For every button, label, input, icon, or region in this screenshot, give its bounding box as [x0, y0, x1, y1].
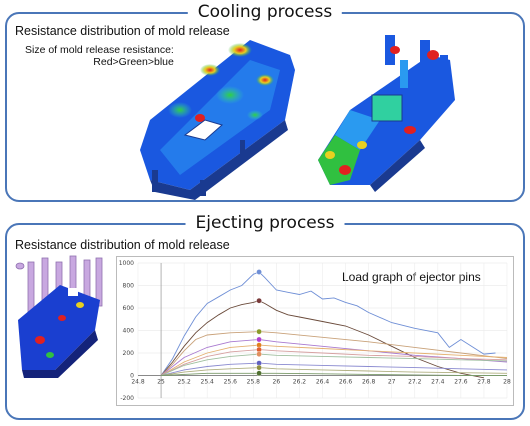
resistance-note: Size of mold release resistance: Red>Gre… [25, 44, 174, 68]
cooling-panel: Cooling process Resistance distribution … [5, 2, 525, 202]
cooling-subtitle: Resistance distribution of mold release [15, 24, 230, 38]
ejecting-title: Ejecting process [185, 213, 345, 233]
note-line1: Size of mold release resistance: [25, 44, 174, 56]
note-line2: Red>Green>blue [93, 56, 174, 68]
chart-title: Load graph of ejector pins [342, 270, 481, 284]
cooling-title: Cooling process [187, 2, 343, 22]
ejecting-subtitle: Resistance distribution of mold release [15, 238, 230, 252]
